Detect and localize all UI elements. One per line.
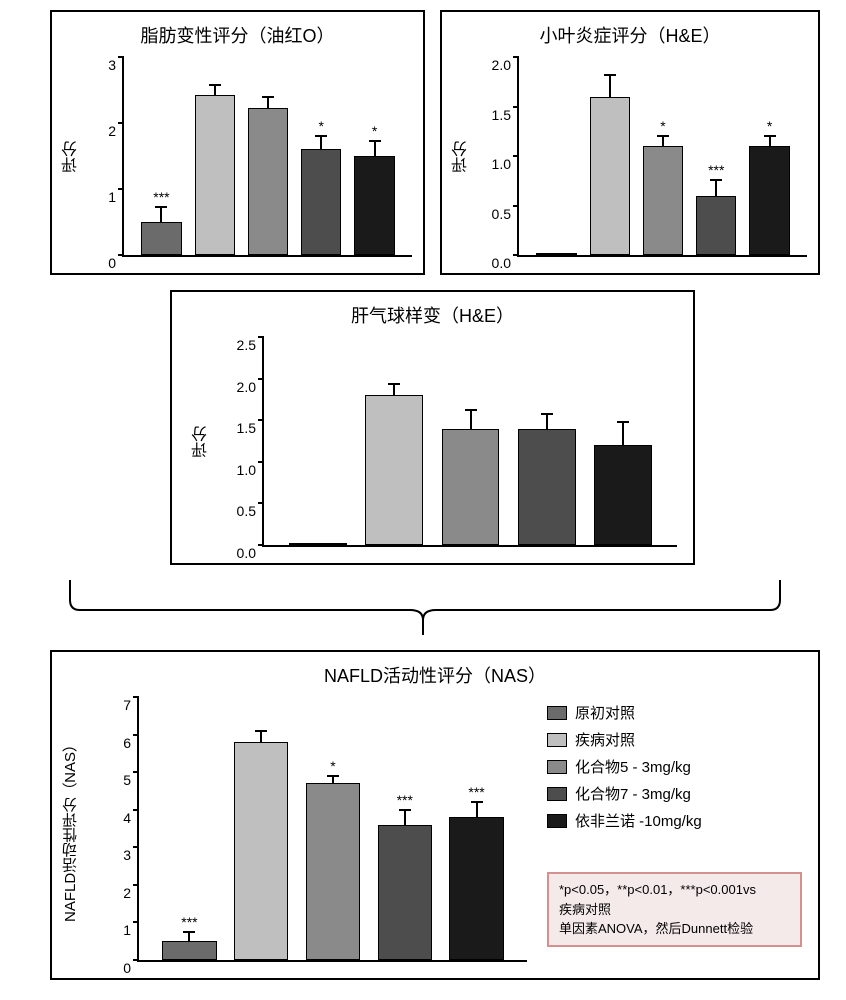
ytick-label: 0.5 xyxy=(492,206,519,222)
chart3-plot: 0.00.51.01.52.02.5 xyxy=(262,337,677,547)
ytick-label: 1.5 xyxy=(492,107,519,123)
ytick-label: 0.5 xyxy=(237,503,264,519)
bar xyxy=(594,445,652,545)
bar xyxy=(518,429,576,545)
stats-note: *p<0.05，**p<0.01，***p<0.001vs 疾病对照 单因素AN… xyxy=(547,872,802,947)
bar xyxy=(141,222,181,255)
bar xyxy=(354,156,394,255)
ytick-label: 4 xyxy=(123,810,139,826)
legend-item: 依非兰诺 -10mg/kg xyxy=(547,810,702,831)
bracket-connector xyxy=(0,565,846,655)
bar xyxy=(306,783,360,960)
significance-marker: * xyxy=(319,118,324,134)
legend-label: 依非兰诺 -10mg/kg xyxy=(575,810,702,831)
significance-marker: *** xyxy=(181,914,197,930)
chart3-ylabel: 评分 xyxy=(190,337,214,547)
panel-nas: NAFLD活动性评分（NAS） NAFLD活动性评分（NAS） 0 1 2 3 4 5 6 7… xyxy=(50,650,820,980)
legend-label: 疾病对照 xyxy=(575,729,635,750)
significance-marker: * xyxy=(767,118,772,134)
bar xyxy=(442,429,500,545)
ytick-label: 2.0 xyxy=(237,379,264,395)
ytick-label: 2.0 xyxy=(492,57,519,73)
legend-item: 化合物7 - 3mg/kg xyxy=(547,783,702,804)
significance-marker: * xyxy=(660,118,665,134)
legend-swatch xyxy=(547,733,567,747)
legend-swatch xyxy=(547,787,567,801)
panel-lobular-inflammation: 小叶炎症评分（H&E） 评分 0.00.51.01.52.0***** xyxy=(440,10,820,275)
ytick-label: 1.5 xyxy=(237,420,264,436)
ytick-label: 5 xyxy=(123,772,139,788)
chart2-ylabel: 评分 xyxy=(450,57,474,257)
significance-marker: * xyxy=(330,758,335,774)
significance-marker: *** xyxy=(153,189,169,205)
bar xyxy=(234,742,288,960)
legend-item: 疾病对照 xyxy=(547,729,702,750)
note-line3: 单因素ANOVA，然后Dunnett检验 xyxy=(559,919,790,939)
bar xyxy=(162,941,216,960)
bar xyxy=(365,395,423,545)
legend-label: 化合物5 - 3mg/kg xyxy=(575,756,691,777)
note-line2: 疾病对照 xyxy=(559,900,790,920)
chart2-title: 小叶炎症评分（H&E） xyxy=(539,22,720,48)
legend-swatch xyxy=(547,814,567,828)
chart4-ylabel: NAFLD活动性评分（NAS） xyxy=(60,697,81,962)
ytick-label: 3 xyxy=(108,57,124,73)
chart1-plot: 0123***** xyxy=(122,57,412,257)
note-line1: *p<0.05，**p<0.01，***p<0.001vs xyxy=(559,880,790,900)
panel-steatosis: 脂肪变性评分（油红O） 评分 0123***** xyxy=(50,10,425,275)
significance-marker: *** xyxy=(468,784,484,800)
ytick-label: 1.0 xyxy=(237,462,264,478)
ytick-label: 0 xyxy=(123,960,139,976)
legend-label: 化合物7 - 3mg/kg xyxy=(575,783,691,804)
chart3-title: 肝气球样变（H&E） xyxy=(351,302,514,328)
bar xyxy=(696,196,736,255)
bar xyxy=(749,146,789,255)
bar xyxy=(301,149,341,255)
ytick-label: 1 xyxy=(108,189,124,205)
legend-label: 原初对照 xyxy=(575,702,635,723)
ytick-label: 3 xyxy=(123,847,139,863)
bar xyxy=(195,95,235,255)
ytick-label: 0 xyxy=(108,255,124,271)
chart4-plot: 01234567********** xyxy=(137,697,527,962)
legend-item: 原初对照 xyxy=(547,702,702,723)
panel-ballooning: 肝气球样变（H&E） 评分 0.00.51.01.52.02.5 xyxy=(170,290,695,565)
bar xyxy=(590,97,630,255)
legend: 原初对照疾病对照化合物5 - 3mg/kg 化合物7 - 3mg/kg 依非兰诺 -… xyxy=(547,702,702,837)
bar xyxy=(378,825,432,960)
significance-marker: * xyxy=(372,123,377,139)
chart4-title: NAFLD活动性评分（NAS） xyxy=(324,662,546,688)
legend-item: 化合物5 - 3mg/kg xyxy=(547,756,702,777)
legend-swatch xyxy=(547,760,567,774)
significance-marker: *** xyxy=(708,162,724,178)
chart1-title: 脂肪变性评分（油红O） xyxy=(141,22,335,48)
ytick-label: 1 xyxy=(123,922,139,938)
bar xyxy=(449,817,503,960)
chart2-plot: 0.00.51.01.52.0***** xyxy=(517,57,807,257)
ytick-label: 1.0 xyxy=(492,156,519,172)
ytick-label: 0.0 xyxy=(237,545,264,561)
bar xyxy=(643,146,683,255)
bar xyxy=(248,108,288,255)
bar xyxy=(536,253,576,255)
ytick-label: 7 xyxy=(123,697,139,713)
ytick-label: 2 xyxy=(123,885,139,901)
legend-swatch xyxy=(547,706,567,720)
ytick-label: 6 xyxy=(123,735,139,751)
ytick-label: 0.0 xyxy=(492,255,519,271)
bar xyxy=(289,543,347,545)
significance-marker: *** xyxy=(397,792,413,808)
chart1-ylabel: 评分 xyxy=(60,57,84,257)
ytick-label: 2 xyxy=(108,123,124,139)
ytick-label: 2.5 xyxy=(237,337,264,353)
